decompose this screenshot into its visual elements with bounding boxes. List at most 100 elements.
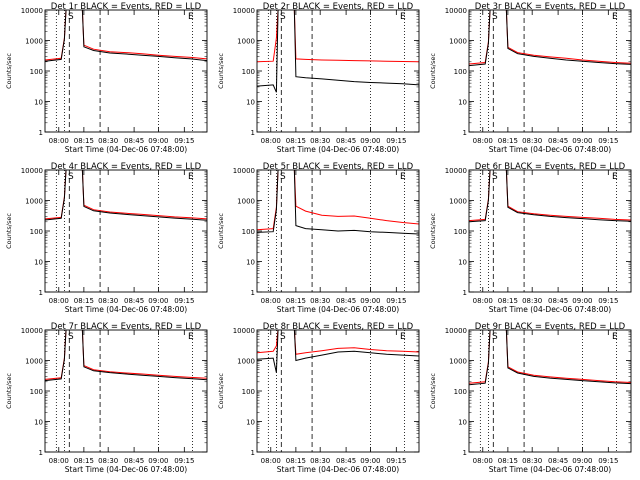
y-tick-label: 1000 — [25, 38, 43, 46]
x-tick-label: 08:00 — [261, 297, 281, 305]
x-tick-label: 08:30 — [310, 137, 330, 145]
y-axis-label: Counts/sec — [429, 213, 437, 249]
y-tick-label: 1 — [39, 449, 43, 457]
marker-s: S — [492, 12, 498, 22]
x-tick-label: 08:00 — [261, 137, 281, 145]
x-tick-label: 08:00 — [473, 457, 493, 465]
chart-title: Det 7r BLACK = Events, RED = LLD — [51, 322, 202, 332]
chart-panel-1: Det 1r BLACK = Events, RED = LLD 1 10 100 10… — [5, 2, 208, 154]
plot-frame — [256, 329, 420, 453]
series-events — [257, 330, 419, 373]
y-tick-label: 1000 — [237, 38, 255, 46]
x-tick-label: 08:30 — [522, 137, 542, 145]
chart-panel-9: Det 9r BLACK = Events, RED = LLD 1 10 100 10… — [429, 322, 632, 474]
y-tick-label: 100 — [242, 388, 255, 396]
x-tick-label: 08:00 — [49, 137, 69, 145]
y-tick-label: 10 — [34, 259, 43, 267]
marker-e: E — [400, 332, 406, 342]
y-tick-label: 100 — [454, 228, 467, 236]
series-events — [257, 10, 419, 93]
y-axis-label: Counts/sec — [5, 53, 13, 89]
x-axis-label: Start Time (04-Dec-06 07:48:00) — [65, 145, 187, 154]
y-tick-label: 100 — [30, 68, 43, 76]
x-axis-label: Start Time (04-Dec-06 07:48:00) — [277, 465, 399, 474]
x-tick-label: 09:00 — [360, 137, 380, 145]
x-tick-label: 08:15 — [498, 457, 518, 465]
x-axis-label: Start Time (04-Dec-06 07:48:00) — [65, 305, 187, 314]
y-tick-label: 10 — [246, 259, 255, 267]
y-tick-label: 10 — [458, 419, 467, 427]
marker-s: S — [492, 172, 498, 182]
y-tick-label: 100 — [242, 228, 255, 236]
x-axis-label: Start Time (04-Dec-06 07:48:00) — [489, 305, 611, 314]
marker-s: S — [68, 172, 74, 182]
x-tick-label: 08:45 — [336, 297, 356, 305]
y-tick-label: 100 — [454, 68, 467, 76]
x-tick-label: 09:00 — [148, 297, 168, 305]
x-tick-label: 08:30 — [310, 457, 330, 465]
x-tick-label: 08:15 — [286, 137, 306, 145]
y-tick-label: 1 — [251, 449, 255, 457]
marker-e: E — [188, 332, 194, 342]
chart-title: Det 8r BLACK = Events, RED = LLD — [263, 322, 414, 332]
y-tick-label: 1 — [39, 289, 43, 297]
x-tick-label: 08:45 — [124, 457, 144, 465]
series-events — [257, 170, 419, 235]
x-tick-label: 08:30 — [522, 297, 542, 305]
y-tick-label: 10000 — [233, 327, 255, 335]
y-tick-label: 1 — [251, 129, 255, 137]
y-tick-label: 1 — [251, 289, 255, 297]
x-tick-label: 09:15 — [386, 297, 406, 305]
x-tick-label: 09:15 — [174, 457, 194, 465]
x-tick-label: 09:15 — [386, 137, 406, 145]
series-events — [469, 170, 631, 223]
y-tick-label: 1 — [463, 289, 467, 297]
marker-e: E — [400, 172, 406, 182]
x-tick-label: 08:30 — [522, 457, 542, 465]
y-tick-label: 10 — [246, 419, 255, 427]
y-tick-label: 100 — [30, 228, 43, 236]
plot-frame — [44, 9, 208, 133]
x-tick-label: 09:00 — [572, 297, 592, 305]
x-tick-label: 08:30 — [98, 457, 118, 465]
y-tick-label: 10000 — [233, 167, 255, 175]
marker-e: E — [400, 12, 406, 22]
y-tick-label: 100 — [242, 68, 255, 76]
x-tick-label: 09:15 — [598, 457, 618, 465]
y-tick-label: 1000 — [449, 358, 467, 366]
y-axis-label: Counts/sec — [217, 213, 225, 249]
x-tick-label: 08:45 — [548, 137, 568, 145]
plot-frame — [468, 169, 632, 293]
chart-panel-7: Det 7r BLACK = Events, RED = LLD 1 10 100 10… — [5, 322, 208, 474]
y-tick-label: 100 — [30, 388, 43, 396]
marker-s: S — [280, 172, 286, 182]
x-tick-label: 09:00 — [360, 297, 380, 305]
x-tick-label: 08:45 — [124, 297, 144, 305]
plot-frame — [468, 9, 632, 133]
y-tick-label: 10 — [246, 99, 255, 107]
x-tick-label: 09:00 — [572, 457, 592, 465]
series-lld — [257, 330, 419, 355]
plot-frame — [44, 169, 208, 293]
x-axis-label: Start Time (04-Dec-06 07:48:00) — [277, 145, 399, 154]
x-tick-label: 09:15 — [174, 137, 194, 145]
marker-e: E — [188, 172, 194, 182]
y-tick-label: 10000 — [445, 7, 467, 15]
x-tick-label: 08:15 — [498, 297, 518, 305]
y-tick-label: 1000 — [237, 358, 255, 366]
marker-s: S — [68, 12, 74, 22]
plot-frame — [468, 329, 632, 453]
marker-s: S — [280, 12, 286, 22]
x-tick-label: 08:30 — [310, 297, 330, 305]
y-tick-label: 1000 — [25, 358, 43, 366]
x-axis-label: Start Time (04-Dec-06 07:48:00) — [489, 465, 611, 474]
y-axis-label: Counts/sec — [429, 373, 437, 409]
x-tick-label: 08:00 — [261, 457, 281, 465]
x-axis-label: Start Time (04-Dec-06 07:48:00) — [277, 305, 399, 314]
plot-frame — [44, 329, 208, 453]
x-tick-label: 08:15 — [74, 457, 94, 465]
y-tick-label: 1000 — [25, 198, 43, 206]
x-tick-label: 09:00 — [148, 457, 168, 465]
y-tick-label: 1 — [463, 449, 467, 457]
